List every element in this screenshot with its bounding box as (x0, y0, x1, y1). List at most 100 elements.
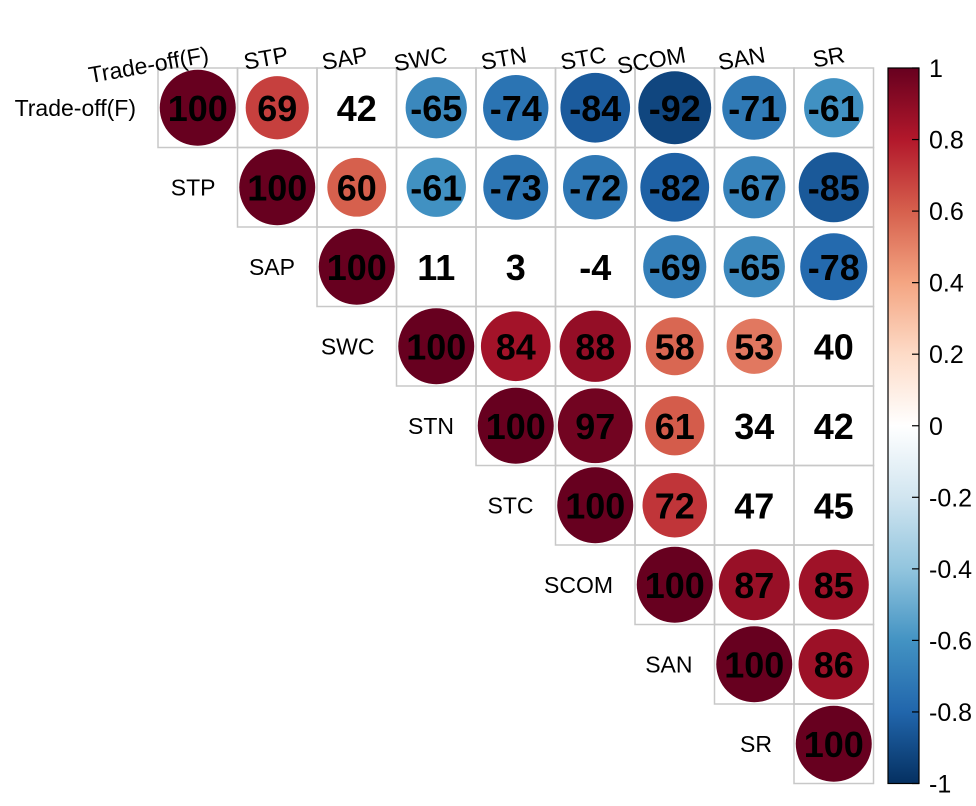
correlation-value: 3 (506, 247, 526, 288)
colorbar-tick-label: 0 (929, 413, 943, 441)
correlation-circle (480, 311, 551, 382)
correlation-value: 100 (724, 644, 784, 685)
correlation-value: -92 (649, 88, 701, 129)
column-label: STN (479, 41, 529, 75)
correlation-circle (798, 152, 869, 223)
correlation-circle (245, 76, 309, 140)
row-label: STP (171, 174, 216, 200)
correlation-value: 84 (496, 326, 536, 367)
row-label: SAP (249, 254, 295, 280)
correlation-value: -65 (410, 88, 462, 129)
correlation-value: 61 (655, 406, 695, 447)
correlation-circle (800, 233, 868, 301)
correlation-value: 100 (168, 88, 228, 129)
correlation-value: -71 (728, 88, 780, 129)
correlation-circle (726, 318, 782, 374)
correlation-circle (804, 78, 864, 138)
correlation-circle (477, 387, 554, 464)
correlation-circle (483, 75, 549, 141)
row-labels: Trade-off(F) STP SAP SWC STN STC SCOM SAN SR (15, 95, 772, 757)
colorbar-tick-label: 0.6 (929, 198, 964, 226)
correlation-circle (318, 228, 395, 305)
correlation-value: 100 (565, 485, 625, 526)
correlation-value: 53 (734, 326, 774, 367)
correlation-circle (716, 626, 793, 703)
column-label: SAN (716, 41, 767, 75)
correlation-circle (239, 149, 316, 226)
correlation-circle (557, 388, 633, 464)
correlation-value: 100 (406, 326, 466, 367)
colorbar-tick-label: 0.4 (929, 270, 964, 298)
correlation-value: -69 (649, 247, 701, 288)
correlation-circle (398, 308, 475, 385)
correlation-circle (406, 157, 466, 217)
correlation-circle (798, 549, 869, 620)
correlation-value: 42 (337, 88, 377, 129)
correlation-circle (718, 549, 790, 621)
correlation-value: 86 (814, 644, 854, 685)
correlation-value: 87 (734, 565, 774, 606)
correlation-circle (643, 235, 707, 299)
correlation-circle (723, 236, 785, 298)
correlation-circle (483, 154, 549, 220)
correlation-circle (560, 72, 631, 143)
correlation-circle (638, 71, 712, 145)
colorbar-tick-label: -0.2 (929, 484, 972, 512)
correlation-value: 40 (814, 326, 854, 367)
column-label: SR (811, 41, 847, 72)
correlation-circle (722, 75, 787, 140)
correlation-value: 100 (804, 724, 864, 765)
correlation-circle (559, 310, 631, 382)
correlation-value: -65 (728, 247, 780, 288)
correlation-value: 69 (257, 88, 297, 129)
correlation-value: 100 (645, 565, 705, 606)
row-label: SCOM (544, 572, 613, 598)
correlation-value: -74 (490, 88, 542, 129)
correlation-circle (723, 156, 786, 219)
colorbar-tick-label: 1 (929, 55, 943, 83)
correlation-value: 42 (814, 406, 854, 447)
correlation-value: 47 (734, 485, 774, 526)
correlation-value: -61 (410, 167, 462, 208)
correlation-circle (642, 473, 707, 538)
colorbar-tick-label: -0.6 (929, 627, 972, 655)
colorbar-tick-label: 0.2 (929, 341, 964, 369)
correlation-value: 72 (655, 485, 695, 526)
correlation-circle (636, 546, 713, 623)
correlation-value: 88 (575, 326, 615, 367)
correlation-value: 60 (337, 167, 377, 208)
correlation-value: -84 (569, 88, 621, 129)
correlation-value: 34 (734, 406, 774, 447)
correlation-value: 97 (575, 406, 615, 447)
correlation-value: 11 (417, 247, 455, 288)
correlation-value: -82 (649, 167, 701, 208)
correlation-circle (645, 396, 705, 456)
correlation-value: -4 (579, 247, 611, 288)
colorbar-tick-label: -0.4 (929, 556, 972, 584)
correlation-value: -78 (808, 247, 860, 288)
correlation-circle (798, 629, 869, 700)
row-label: STN (408, 413, 454, 439)
correlation-value: -61 (808, 88, 860, 129)
correlation-value: -67 (728, 167, 780, 208)
row-label: SWC (321, 333, 375, 359)
row-label: Trade-off(F) (15, 95, 136, 121)
correlation-circle (645, 317, 704, 376)
correlation-circle (327, 157, 387, 217)
correlation-value: 58 (655, 326, 695, 367)
correlation-value: 100 (247, 167, 307, 208)
column-label: SWC (392, 41, 449, 76)
colorbar-tick-label: 0.8 (929, 127, 964, 155)
correlation-value: 85 (814, 565, 854, 606)
colorbar: 1 0.8 0.6 0.4 0.2 0 -0.2 -0.4 -0.6 -0.8 -1 (887, 55, 972, 799)
column-label: STC (558, 41, 608, 75)
circle-layer (159, 69, 872, 782)
correlation-value: -72 (569, 167, 621, 208)
row-label: SAN (645, 651, 692, 677)
grid-cell (793, 703, 875, 785)
correlation-circle (795, 705, 872, 782)
correlation-value: 100 (327, 247, 387, 288)
